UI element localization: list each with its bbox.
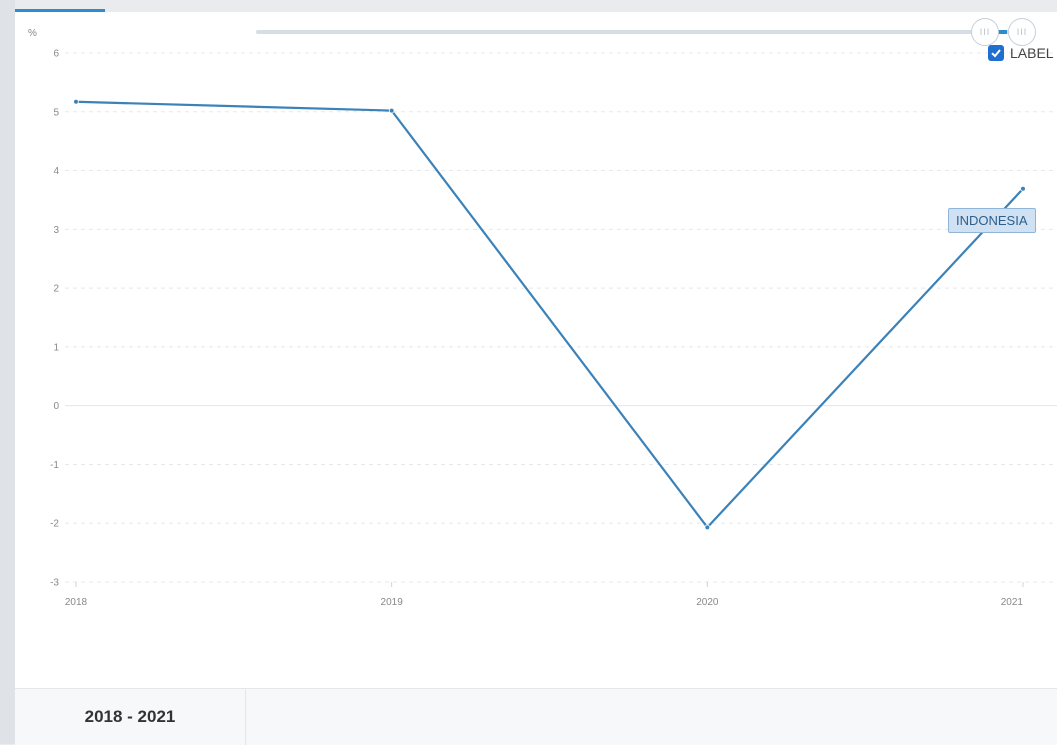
- y-tick-label: 5: [53, 107, 59, 118]
- y-tick-label: -1: [50, 460, 59, 471]
- x-tick-label: 2021: [1001, 597, 1024, 608]
- range-slider-end-handle[interactable]: III: [1008, 18, 1036, 46]
- data-point: [1020, 185, 1026, 192]
- range-slider-start-handle[interactable]: III: [971, 18, 999, 46]
- y-tick-label: -3: [50, 578, 59, 589]
- label-toggle[interactable]: LABEL: [988, 45, 1054, 61]
- checkbox-checked-icon[interactable]: [988, 45, 1004, 61]
- year-range-text: 2018 - 2021: [15, 689, 246, 745]
- y-tick-label: 6: [53, 49, 59, 60]
- y-axis-unit-label: %: [28, 28, 37, 39]
- line-chart: % 6 5 4 3 2 1 0 -1 -2 -3 2018 2019 2020 2021: [28, 28, 1057, 608]
- chart-panel: % 6 5 4 3 2 1 0 -1 -2 -3 2018 2019 2020 2021 LABEL IND…: [15, 12, 1057, 744]
- data-point: [704, 524, 711, 531]
- label-toggle-text: LABEL: [1010, 45, 1054, 61]
- y-tick-label: -2: [50, 519, 59, 530]
- y-tick-label: 3: [53, 225, 59, 236]
- y-tick-label: 1: [53, 342, 59, 353]
- series-line-indonesia: [75, 100, 1024, 529]
- data-point: [73, 98, 79, 105]
- background-strip: [0, 0, 15, 744]
- active-tab-indicator: [15, 9, 105, 12]
- series-label-indonesia: INDONESIA: [948, 208, 1036, 233]
- y-tick-label: 4: [53, 166, 59, 177]
- x-tick-label: 2019: [381, 597, 404, 608]
- y-tick-label: 0: [53, 401, 59, 412]
- data-point: [388, 107, 395, 114]
- x-tick-label: 2020: [696, 597, 719, 608]
- y-tick-label: 2: [53, 284, 59, 295]
- range-footer: 2018 - 2021: [15, 688, 1057, 745]
- x-tick-label: 2018: [65, 597, 88, 608]
- range-slider-track[interactable]: [256, 30, 1016, 34]
